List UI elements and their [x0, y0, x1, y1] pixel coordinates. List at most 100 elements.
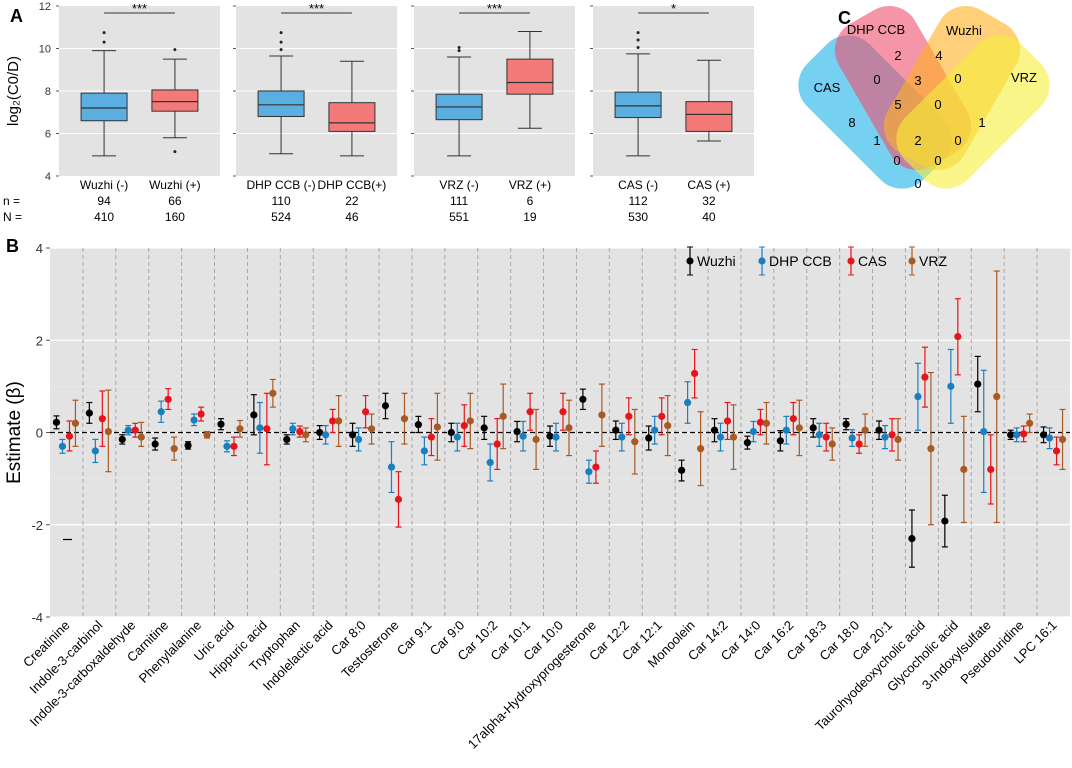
legend-marker: [847, 257, 855, 265]
point-cas: [230, 442, 238, 450]
point-wuzhi: [645, 434, 653, 442]
venn-region-count: 8: [848, 115, 855, 130]
group-label: CAS (-): [618, 178, 658, 192]
legend-label: DHP CCB: [769, 253, 832, 269]
venn-region-count: 2: [894, 48, 901, 63]
group-label: VRZ (-): [439, 178, 478, 192]
point-vrz: [71, 419, 80, 427]
point-wuzhi: [974, 380, 982, 388]
point-dhp-ccb: [947, 382, 955, 390]
point-cas: [559, 408, 567, 416]
point-dhp-ccb: [58, 442, 67, 450]
outlier-point: [173, 150, 177, 154]
panel-b-ylabel: Estimate (β): [4, 381, 25, 484]
point-wuzhi: [678, 466, 686, 474]
legend-label: Wuzhi: [697, 253, 736, 269]
point-cas: [131, 426, 139, 434]
point-cas: [921, 373, 929, 381]
n-row-label: n =: [3, 194, 20, 208]
point-vrz: [664, 421, 672, 430]
panel-c-label: C: [838, 8, 851, 28]
point-cas: [691, 369, 699, 378]
point-dhp-ccb: [453, 433, 461, 441]
point-dhp-ccb: [848, 434, 856, 442]
point-cas: [592, 463, 600, 471]
point-wuzhi: [447, 428, 455, 437]
point-wuzhi: [250, 411, 258, 419]
group-N: 40: [702, 210, 716, 224]
point-dhp-ccb: [519, 432, 527, 440]
box-pos: [328, 102, 376, 132]
point-dhp-ccb: [124, 426, 132, 434]
point-cas: [361, 408, 370, 416]
point-cas: [625, 412, 633, 420]
point-cas: [1052, 447, 1061, 455]
point-dhp-ccb: [749, 427, 758, 436]
point-wuzhi: [118, 435, 126, 444]
point-dhp-ccb: [716, 433, 725, 441]
outlier-point: [279, 40, 283, 44]
point-dhp-ccb: [881, 433, 889, 441]
point-cas: [427, 433, 435, 441]
point-cas: [493, 440, 501, 448]
outlier-point: [636, 45, 640, 49]
venn-set-label: DHP CCB: [847, 22, 905, 37]
point-vrz: [993, 392, 1001, 401]
group-label: VRZ (+): [509, 178, 551, 192]
group-n: 6: [527, 194, 534, 208]
panel-b-ytick: -4: [31, 610, 43, 625]
significance-stars: ***: [309, 1, 324, 16]
point-cas: [1020, 430, 1028, 438]
venn-region-count: 5: [894, 97, 901, 112]
venn-region-count: 4: [935, 48, 942, 63]
point-cas: [98, 415, 106, 423]
point-cas: [822, 433, 830, 441]
point-wuzhi: [316, 428, 324, 437]
group-label: CAS (+): [687, 178, 730, 192]
point-vrz: [170, 445, 178, 453]
point-cas: [723, 417, 732, 425]
point-dhp-ccb: [1045, 434, 1054, 442]
box-pos: [151, 89, 199, 112]
panel-a-ytick: 8: [45, 86, 51, 98]
point-vrz: [269, 389, 277, 397]
venn-set-vrz: [896, 35, 1050, 189]
point-cas: [394, 495, 403, 503]
group-n: 110: [272, 194, 291, 208]
point-cas: [789, 415, 797, 423]
outlier-point: [457, 45, 461, 49]
point-dhp-ccb: [618, 433, 626, 441]
venn-region-count: 0: [893, 153, 900, 168]
point-vrz: [894, 435, 902, 444]
point-vrz: [960, 465, 968, 473]
point-vrz: [236, 425, 244, 433]
legend-marker: [686, 257, 694, 265]
outlier-point: [173, 48, 177, 52]
panel-b-ytick: -2: [31, 518, 43, 533]
point-vrz: [697, 445, 705, 453]
point-vrz: [499, 412, 507, 420]
point-vrz: [927, 445, 935, 453]
point-dhp-ccb: [322, 431, 330, 439]
point-dhp-ccb: [256, 424, 264, 432]
point-dhp-ccb: [354, 435, 363, 444]
point-wuzhi: [546, 432, 554, 440]
point-wuzhi: [743, 439, 752, 447]
point-wuzhi: [513, 427, 521, 436]
point-dhp-ccb: [980, 427, 988, 436]
point-cas: [756, 418, 765, 426]
point-cas: [296, 427, 304, 436]
point-dhp-ccb: [190, 416, 198, 424]
point-wuzhi: [348, 431, 357, 439]
group-N: 524: [271, 210, 291, 224]
point-wuzhi: [579, 395, 587, 403]
group-label: DHP CCB (-): [247, 178, 316, 192]
group-n: 66: [168, 194, 182, 208]
point-wuzhi: [842, 420, 850, 428]
group-label: DHP CCB(+): [318, 178, 387, 192]
point-vrz: [828, 440, 836, 448]
box-pos: [506, 58, 554, 95]
point-wuzhi: [217, 420, 225, 428]
